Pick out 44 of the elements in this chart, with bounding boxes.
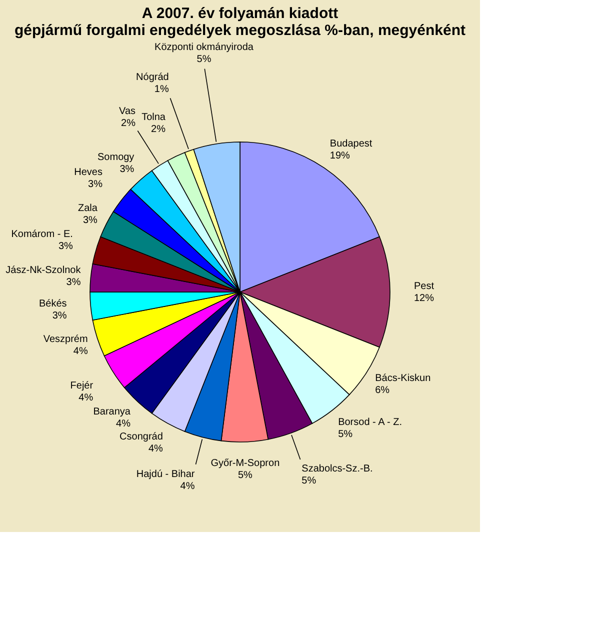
slice-label: Zala	[78, 202, 98, 214]
slice-label: Hajdú - Bihar	[136, 468, 196, 480]
text: gépjármű forgalmi engedélyek megoszlása %-ban, megyénként	[14, 22, 466, 39]
data-label: 4%	[148, 444, 164, 455]
slice-label: Fejér	[70, 380, 94, 392]
slice-label: Jász-Nk-Szolnok	[6, 264, 82, 276]
data-label: 3%	[120, 164, 134, 175]
slice-label: Csongrád	[120, 432, 163, 443]
slice-label: Központi okmányiroda	[154, 42, 254, 53]
data-label: 3%	[58, 241, 74, 252]
slice-label: Pest	[414, 281, 434, 292]
data-label: 3%	[66, 276, 81, 288]
slice-label: Szabolcs-Sz.-B.	[302, 464, 373, 475]
data-label: 12%	[414, 293, 434, 304]
slice-label: Baranya	[93, 406, 131, 418]
slice-label: Nógrád	[136, 72, 169, 84]
data-label: 1%	[154, 84, 169, 96]
data-label: 5%	[196, 54, 212, 65]
text: A 2007. év folyamán kiadott	[142, 4, 338, 22]
slice-label: Tolna	[142, 112, 166, 123]
data-label: 6%	[375, 385, 390, 396]
slice-label: Bács-Kiskun	[375, 373, 431, 384]
slice-label: Borsod - A - Z.	[338, 416, 402, 428]
slice-label: Vas	[119, 106, 136, 118]
data-label: 2%	[121, 118, 136, 130]
slice-label: Veszprém	[43, 334, 88, 346]
data-label: 4%	[116, 418, 131, 430]
slice-label: Somogy	[98, 152, 134, 163]
data-label: 5%	[302, 476, 316, 487]
data-label: 5%	[338, 428, 353, 440]
slice-label: Komárom - E.	[11, 229, 73, 240]
slice-label: Heves	[74, 167, 103, 178]
slice-label: Budapest	[330, 138, 372, 150]
data-label: 3%	[82, 214, 98, 226]
data-label: 4%	[78, 392, 94, 404]
data-label: 3%	[52, 310, 67, 322]
data-label: 4%	[180, 480, 195, 492]
data-label: 5%	[238, 470, 253, 481]
data-label: 19%	[330, 150, 350, 162]
data-label: 4%	[73, 346, 88, 358]
slice-label: Győr-M-Sopron	[210, 458, 280, 469]
data-label: 2%	[151, 124, 166, 135]
data-label: 3%	[88, 179, 103, 190]
slice-label: Békés	[38, 298, 67, 310]
